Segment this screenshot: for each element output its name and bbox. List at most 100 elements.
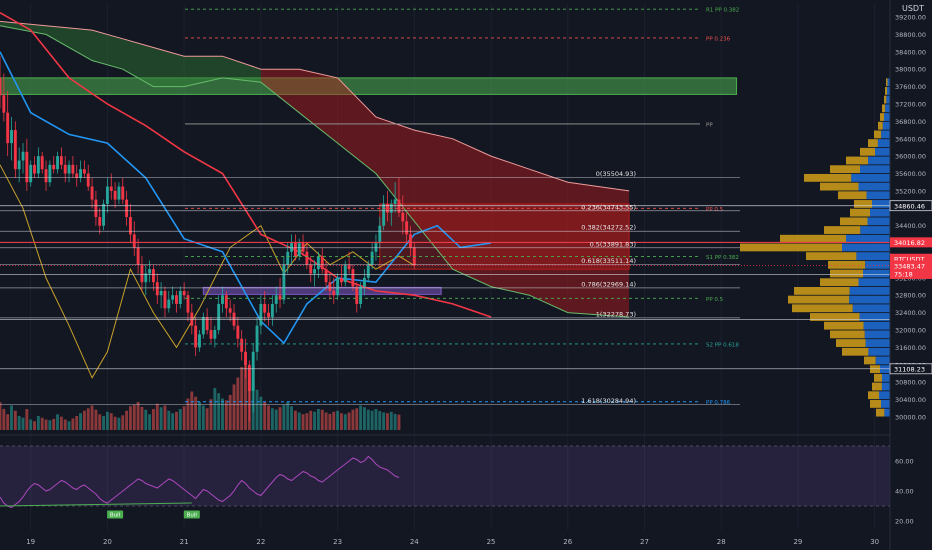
candle[interactable] (363, 269, 366, 296)
candle-body[interactable] (190, 312, 194, 326)
candle[interactable] (209, 316, 213, 344)
candle-body[interactable] (305, 251, 309, 265)
candle[interactable] (36, 147, 40, 178)
candle-body[interactable] (309, 264, 313, 274)
candle-body[interactable] (363, 277, 366, 287)
candle[interactable] (98, 208, 102, 235)
candle-body[interactable] (6, 112, 10, 144)
candle-body[interactable] (290, 243, 293, 252)
candle[interactable] (140, 256, 144, 291)
candle[interactable] (105, 177, 109, 213)
candle-body[interactable] (293, 243, 297, 257)
candle-body[interactable] (359, 286, 363, 304)
candle-body[interactable] (109, 186, 113, 191)
candle-body[interactable] (347, 264, 351, 270)
candle-body[interactable] (113, 190, 117, 200)
candle[interactable] (309, 256, 313, 283)
candlesticks[interactable] (0, 56, 416, 422)
candle[interactable] (0, 56, 2, 109)
candle-body[interactable] (401, 212, 405, 222)
candle-body[interactable] (282, 264, 286, 300)
candle[interactable] (320, 247, 324, 274)
candle-body[interactable] (152, 269, 155, 283)
candle[interactable] (236, 316, 240, 348)
candle-body[interactable] (178, 290, 182, 304)
candle-body[interactable] (79, 169, 82, 178)
candle[interactable] (251, 343, 255, 413)
candle[interactable] (386, 190, 389, 222)
candle-body[interactable] (278, 295, 282, 300)
candle-body[interactable] (286, 251, 290, 265)
candle[interactable] (136, 238, 140, 274)
candle-body[interactable] (328, 282, 332, 291)
candle-body[interactable] (175, 295, 178, 304)
candle-body[interactable] (186, 295, 190, 313)
candle-body[interactable] (33, 164, 36, 174)
candle-body[interactable] (205, 316, 209, 331)
candle[interactable] (224, 290, 228, 317)
candle[interactable] (301, 234, 305, 257)
candle[interactable] (48, 160, 52, 187)
candle-body[interactable] (251, 351, 255, 391)
candle-body[interactable] (117, 186, 121, 200)
candle[interactable] (401, 195, 405, 235)
candle-body[interactable] (259, 303, 263, 326)
candle[interactable] (10, 117, 13, 161)
candle[interactable] (186, 290, 190, 322)
candle[interactable] (332, 277, 336, 304)
candle[interactable] (117, 182, 121, 204)
candle-body[interactable] (159, 290, 163, 296)
candle-body[interactable] (370, 251, 374, 265)
candle[interactable] (347, 251, 351, 274)
candle-body[interactable] (71, 164, 75, 174)
candle-body[interactable] (90, 186, 94, 200)
price-badge[interactable]: BTCUSDT (890, 253, 932, 264)
candle-body[interactable] (213, 330, 217, 339)
candle-body[interactable] (128, 217, 132, 235)
candle-body[interactable] (75, 173, 79, 178)
candle-body[interactable] (343, 264, 347, 283)
candle[interactable] (217, 295, 221, 335)
candle-body[interactable] (247, 364, 251, 391)
candle[interactable] (44, 160, 48, 191)
candle[interactable] (71, 156, 75, 178)
price-badge[interactable]: 34016.82 (890, 237, 932, 248)
candle[interactable] (270, 295, 274, 326)
candle[interactable] (290, 234, 293, 265)
candle[interactable] (267, 303, 270, 326)
candle[interactable] (213, 325, 217, 348)
candle-body[interactable] (48, 164, 52, 183)
candle-body[interactable] (167, 299, 171, 309)
candle-body[interactable] (316, 256, 320, 270)
candle[interactable] (374, 234, 378, 261)
candle-body[interactable] (217, 303, 221, 331)
candle-body[interactable] (209, 330, 213, 339)
candle[interactable] (59, 147, 63, 170)
candle-body[interactable] (102, 203, 106, 226)
candle-body[interactable] (82, 169, 86, 174)
candle[interactable] (144, 264, 148, 296)
candle[interactable] (25, 138, 29, 191)
candle-body[interactable] (194, 325, 198, 348)
candle-body[interactable] (13, 130, 17, 170)
candle-body[interactable] (56, 156, 59, 170)
candle-body[interactable] (59, 156, 63, 165)
candle-body[interactable] (140, 264, 144, 283)
candle-body[interactable] (336, 277, 340, 296)
candle[interactable] (33, 156, 36, 178)
candle-body[interactable] (240, 338, 244, 352)
candle[interactable] (67, 160, 71, 183)
candle-body[interactable] (86, 173, 90, 187)
candle-body[interactable] (236, 325, 240, 339)
candle-body[interactable] (270, 303, 274, 317)
price-badge[interactable]: 31108.23 (889, 363, 932, 375)
candle-body[interactable] (339, 277, 343, 283)
candle[interactable] (339, 264, 343, 287)
candle[interactable] (393, 182, 397, 213)
candle-body[interactable] (405, 221, 409, 235)
candle[interactable] (17, 147, 21, 183)
candle[interactable] (313, 260, 317, 287)
candle-body[interactable] (297, 243, 301, 257)
candle[interactable] (244, 338, 247, 378)
candle[interactable] (201, 312, 205, 339)
